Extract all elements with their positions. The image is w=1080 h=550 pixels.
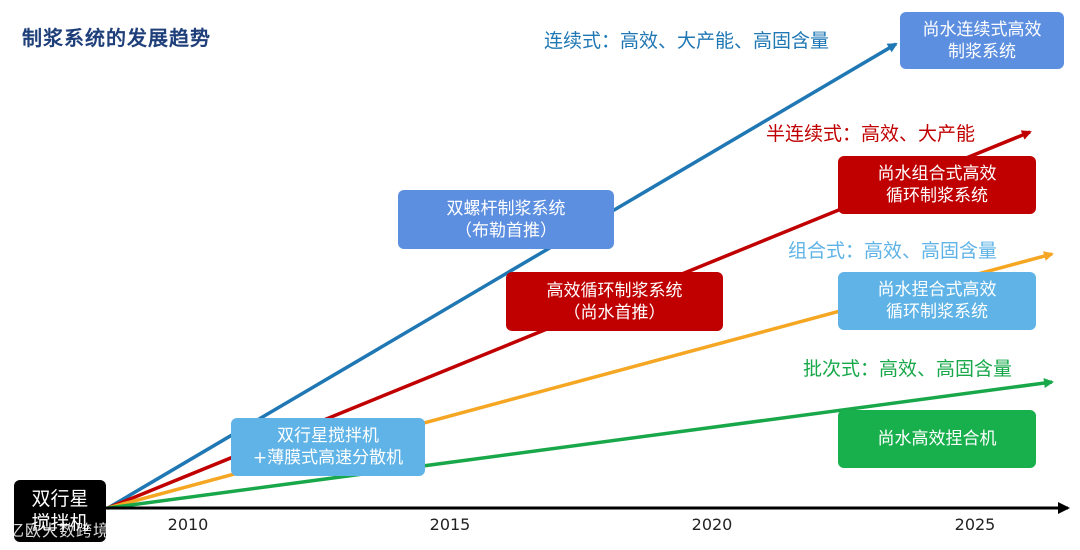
- axis-tick-label: 2015: [429, 515, 471, 534]
- axis-tick-label: 2010: [167, 515, 209, 534]
- box-line: （布勒首推）: [455, 220, 557, 241]
- shangshui-kneader-box: 尚水高效捏合机: [838, 410, 1036, 468]
- semi-continuous-trend-label: 半连续式：高效、大产能: [766, 123, 976, 145]
- box-line: 尚水捏合式高效: [877, 280, 997, 300]
- start-box: 双行星 搅拌机: [14, 480, 106, 542]
- box-line: 尚水连续式高效: [922, 19, 1042, 40]
- shangshui-continuous-box: 尚水连续式高效 制浆系统: [900, 12, 1064, 69]
- planetary-disperser-box: 双行星搅拌机 +薄膜式高速分散机: [231, 418, 425, 476]
- twin-screw-box: 双螺杆制浆系统 （布勒首推）: [398, 190, 614, 249]
- box-line: 循环制浆系统: [886, 302, 988, 322]
- box-line: 双行星搅拌机: [277, 426, 379, 446]
- box-line: 高效循环制浆系统: [546, 280, 683, 301]
- box-line: 搅拌机: [31, 512, 89, 534]
- box-line: 制浆系统: [948, 41, 1016, 62]
- continuous-trend-label: 连续式：高效、大产能、高固含量: [544, 30, 830, 52]
- box-line: 尚水组合式高效: [877, 164, 997, 184]
- box-line: 双行星: [31, 488, 89, 510]
- shangshui-kneading-cycle-box: 尚水捏合式高效 循环制浆系统: [838, 272, 1036, 330]
- box-line: 双螺杆制浆系统: [446, 198, 566, 219]
- watermark: 亿欧大数跨境: [8, 521, 111, 540]
- box-line: 尚水高效捏合机: [877, 429, 997, 449]
- efficient-cycle-box: 高效循环制浆系统 （尚水首推）: [506, 272, 723, 331]
- box-line: 循环制浆系统: [886, 186, 988, 206]
- box-line: （尚水首推）: [563, 302, 666, 323]
- continuous-trend-arrow: [107, 42, 898, 510]
- page-title: 制浆系统的发展趋势: [22, 26, 211, 50]
- shangshui-combined-cycle-box: 尚水组合式高效 循环制浆系统: [838, 156, 1036, 214]
- box-line: +薄膜式高速分散机: [252, 448, 404, 468]
- axis-tick-label: 2025: [954, 515, 996, 534]
- batch-trend-label: 批次式：高效、高固含量: [803, 358, 1013, 380]
- batch-trend-arrow: [107, 378, 1054, 510]
- axis-tick-label: 2020: [691, 515, 733, 534]
- combined-trend-label: 组合式：高效、高固含量: [788, 240, 998, 262]
